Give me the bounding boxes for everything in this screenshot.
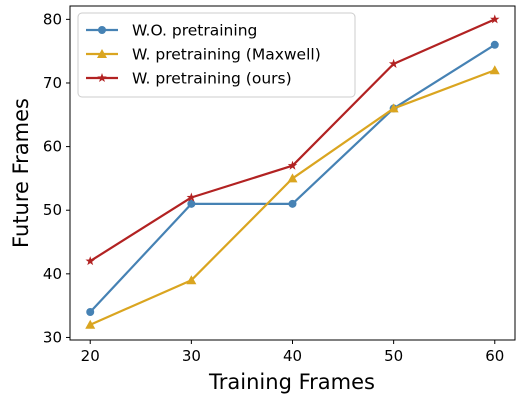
data-point: [287, 173, 298, 183]
series-layer: [85, 14, 500, 329]
y-tick-label: 40: [43, 265, 62, 283]
data-point: [186, 192, 197, 202]
legend-label: W. pretraining (ours): [132, 70, 292, 88]
data-point: [187, 199, 196, 208]
y-tick-label: 30: [43, 328, 62, 346]
x-tick-label: 50: [384, 347, 403, 365]
legend-item: W.O. pretraining: [86, 22, 257, 40]
x-axis: 20 30 40 50 60: [81, 340, 504, 365]
legend-marker: [97, 73, 107, 83]
series-2: [85, 65, 500, 329]
data-point: [85, 319, 96, 329]
legend-marker: [97, 49, 107, 58]
data-point: [489, 65, 500, 75]
data-point: [388, 103, 399, 113]
x-tick-label: 20: [81, 347, 100, 365]
y-axis-label: Future Frames: [9, 98, 33, 248]
x-tick-label: 40: [283, 347, 302, 365]
legend-item: W. pretraining (Maxwell): [86, 46, 321, 64]
x-tick-label: 60: [485, 347, 504, 365]
x-axis-label: Training Frames: [208, 370, 375, 394]
x-tick-label: 30: [182, 347, 201, 365]
series-3: [85, 14, 500, 266]
legend-marker: [98, 26, 106, 34]
legend-item: W. pretraining (ours): [86, 70, 292, 88]
data-point: [388, 58, 399, 68]
y-tick-label: 60: [43, 138, 62, 156]
y-axis: 30 40 50 60 70 80: [43, 10, 70, 346]
data-point: [86, 308, 95, 317]
data-point: [85, 256, 95, 266]
data-point: [288, 199, 297, 208]
legend-label: W.O. pretraining: [132, 22, 257, 40]
data-point: [287, 160, 298, 170]
legend-label: W. pretraining (Maxwell): [132, 46, 321, 64]
legend-box: [77, 12, 356, 98]
data-point: [490, 40, 499, 49]
y-tick-label: 50: [43, 201, 62, 219]
series-line: [89, 69, 496, 326]
data-point: [490, 14, 500, 24]
series-1: [86, 40, 499, 317]
data-point: [186, 275, 197, 285]
y-tick-label: 80: [43, 10, 62, 28]
legend: W.O. pretraining W. pretraining (Maxwell)…: [77, 12, 356, 98]
y-tick-label: 70: [43, 74, 62, 92]
